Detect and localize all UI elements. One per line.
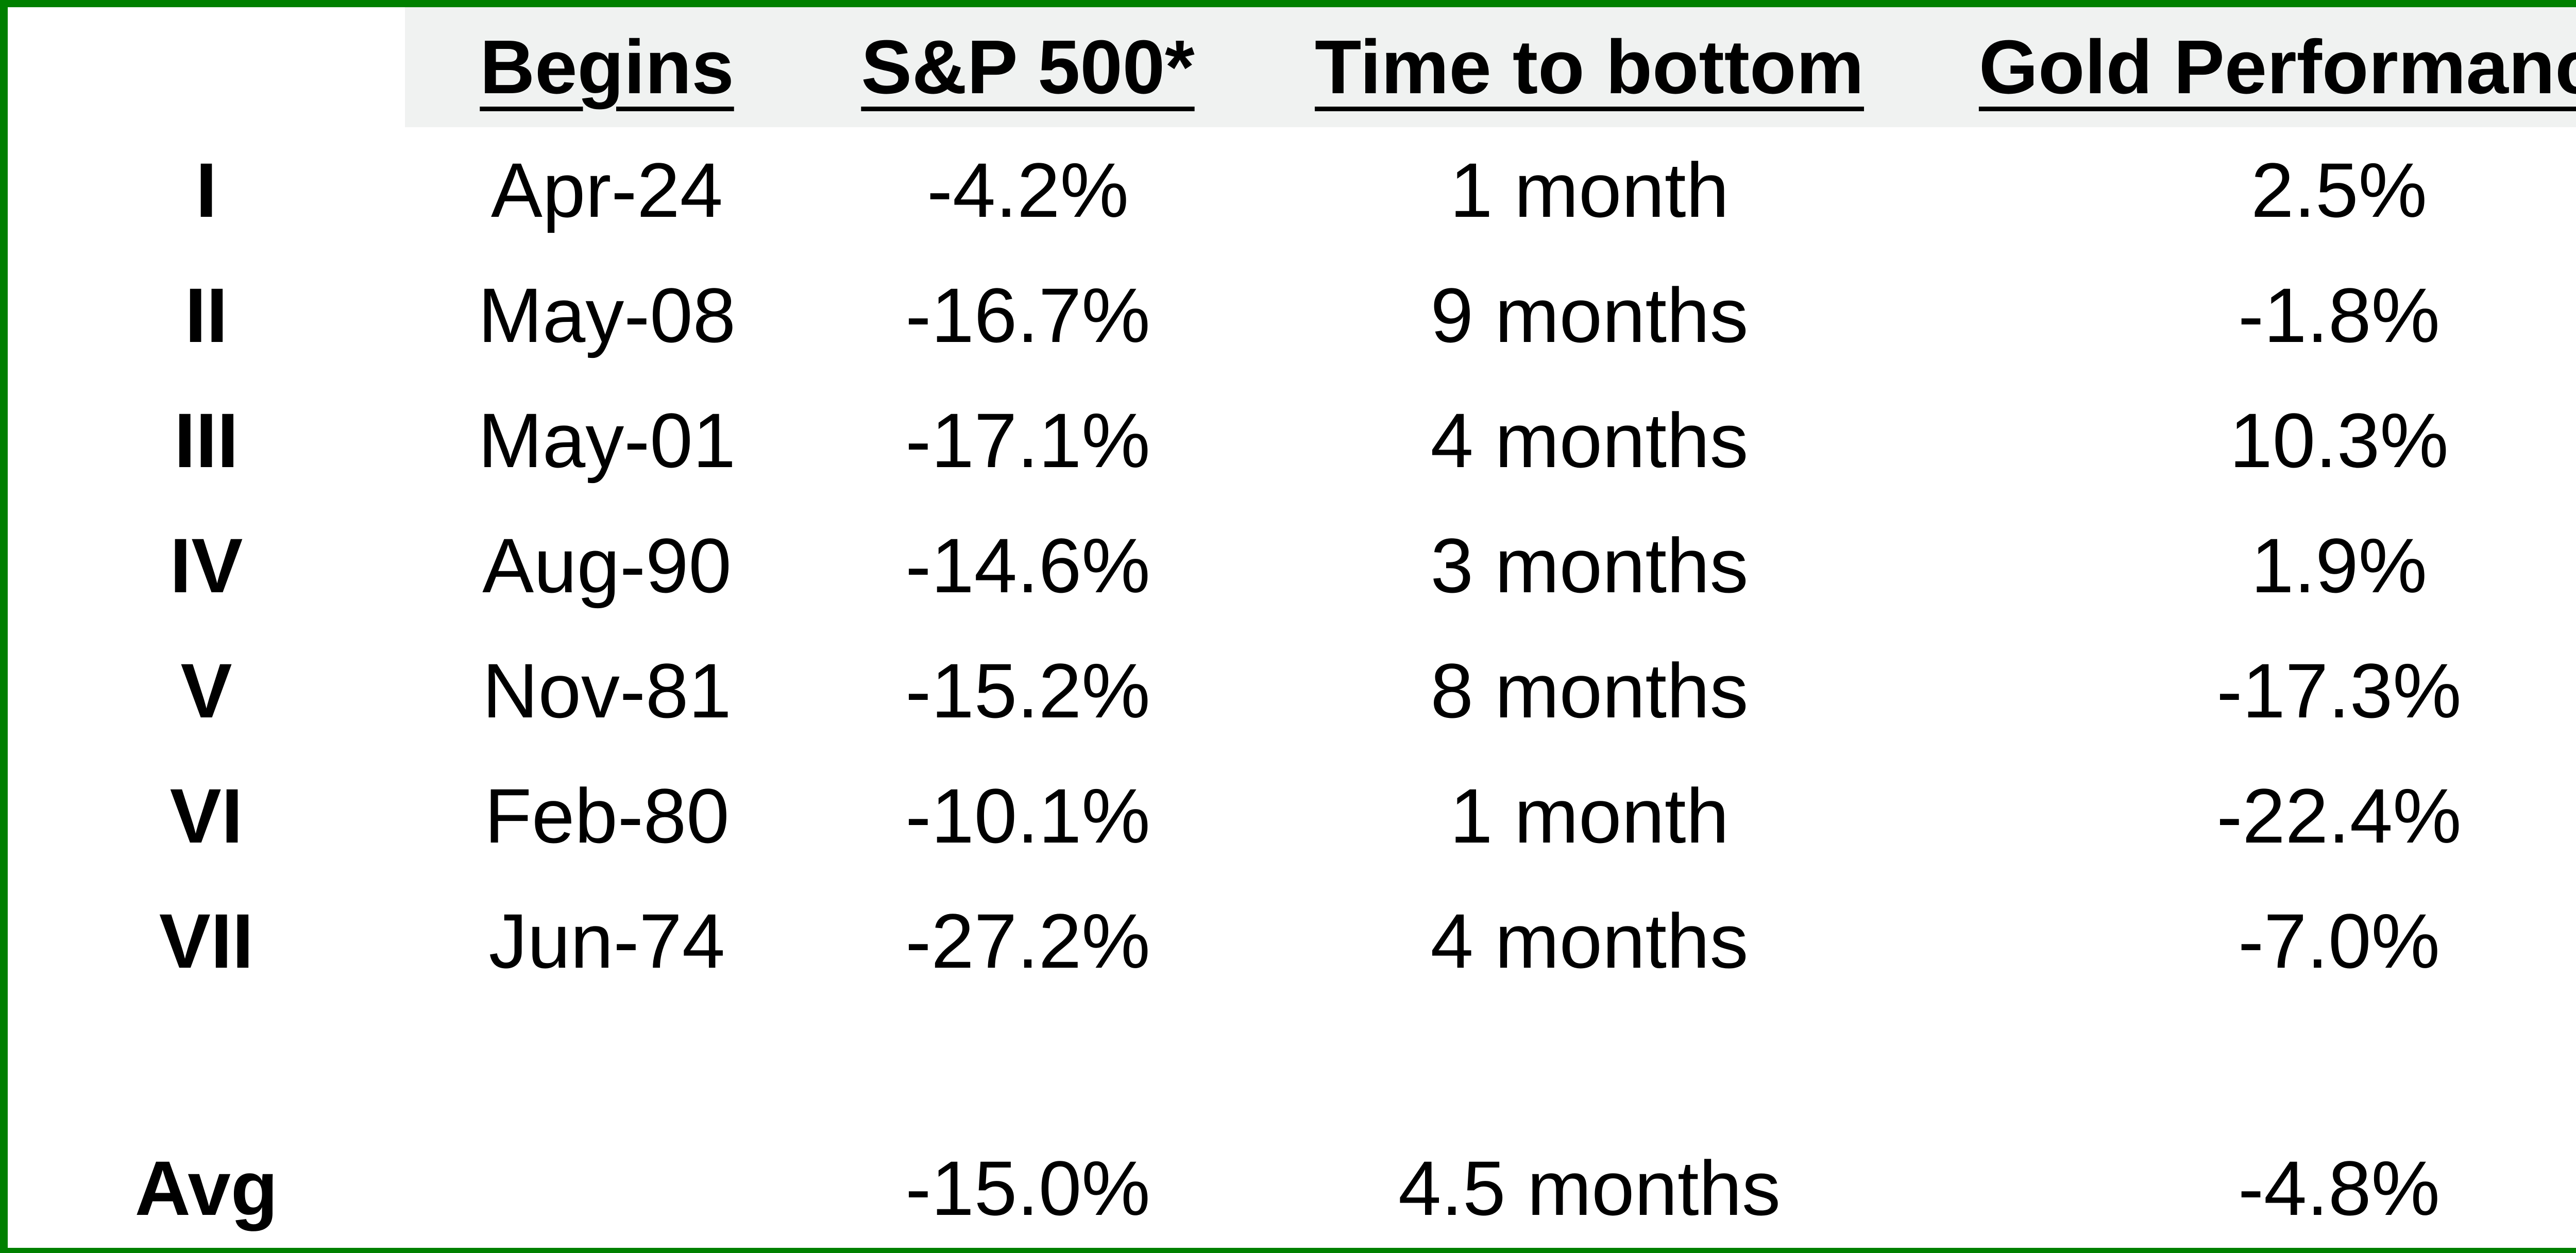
cell-III-gold: 10.3% xyxy=(2229,397,2449,484)
cell-VI-time-to-bottom: 1 month xyxy=(1450,772,1729,859)
cell-I-begins: Apr-24 xyxy=(490,146,723,233)
cell-IV-begins: Aug-90 xyxy=(482,522,732,609)
cell-I-sp500: -4.2% xyxy=(927,146,1129,233)
header-sp500-label: S&P 500* xyxy=(861,24,1195,110)
cell-II-sp500: -16.7% xyxy=(905,271,1150,358)
header-gold-performance-label: Gold Performance** xyxy=(1978,24,2576,110)
row-label-I: I xyxy=(195,146,217,233)
cell-I-gold: 2.5% xyxy=(2251,146,2427,233)
cell-IV-sp500: -14.6% xyxy=(905,522,1150,609)
cell-III-time-to-bottom: 4 months xyxy=(1430,397,1749,484)
cell-II-gold: -1.8% xyxy=(2238,271,2440,358)
cell-IV-time-to-bottom: 3 months xyxy=(1430,522,1749,609)
spacer-cell xyxy=(809,1003,1247,1128)
cell-V-gold: -17.3% xyxy=(2216,647,2462,734)
spacer-cell xyxy=(405,1003,809,1128)
header-cell-time-to-bottom: Time to bottom xyxy=(1247,7,1932,127)
cell-II-begins: May-08 xyxy=(478,271,736,358)
header-cell-begins: Begins xyxy=(405,7,809,127)
cell-VII-gold: -7.0% xyxy=(2238,897,2440,984)
cell-V-time-to-bottom: 8 months xyxy=(1430,647,1749,734)
cell-I-time-to-bottom: 1 month xyxy=(1450,146,1729,233)
header-begins-label: Begins xyxy=(480,24,734,110)
header-cell-blank xyxy=(8,7,405,127)
header-cell-sp500: S&P 500* xyxy=(809,7,1247,127)
row-label-V: V xyxy=(180,647,232,734)
row-label-VI: VI xyxy=(170,772,243,859)
cell-VI-begins: Feb-80 xyxy=(484,772,730,859)
cell-VII-sp500: -27.2% xyxy=(905,897,1150,984)
spacer-cell xyxy=(1932,1003,2576,1128)
cell-avg-sp500: -15.0% xyxy=(905,1145,1150,1231)
cell-avg-begins xyxy=(405,1128,809,1248)
cell-II-time-to-bottom: 9 months xyxy=(1430,271,1749,358)
cell-avg-time-to-bottom: 4.5 months xyxy=(1398,1145,1781,1231)
header-time-to-bottom-label: Time to bottom xyxy=(1314,24,1865,110)
cell-VII-begins: Jun-74 xyxy=(488,897,725,984)
cell-avg-gold: -4.8% xyxy=(2238,1145,2440,1231)
row-label-III: III xyxy=(174,397,239,484)
row-label-II: II xyxy=(184,271,228,358)
row-label-IV: IV xyxy=(170,522,243,609)
row-label-avg: Avg xyxy=(134,1145,278,1231)
cell-III-begins: May-01 xyxy=(478,397,736,484)
cell-III-sp500: -17.1% xyxy=(905,397,1150,484)
cell-V-begins: Nov-81 xyxy=(482,647,732,734)
cell-V-sp500: -15.2% xyxy=(905,647,1150,734)
spacer-cell xyxy=(1247,1003,1932,1128)
header-cell-gold-performance: Gold Performance** xyxy=(1932,7,2576,127)
cell-VI-gold: -22.4% xyxy=(2216,772,2462,859)
market-downturns-table: Begins S&P 500* Time to bottom Gold Perf… xyxy=(8,7,2576,1248)
cell-IV-gold: 1.9% xyxy=(2251,522,2427,609)
cell-VI-sp500: -10.1% xyxy=(905,772,1150,859)
spacer-cell xyxy=(8,1003,405,1128)
row-label-VII: VII xyxy=(159,897,254,984)
cell-VII-time-to-bottom: 4 months xyxy=(1430,897,1749,984)
